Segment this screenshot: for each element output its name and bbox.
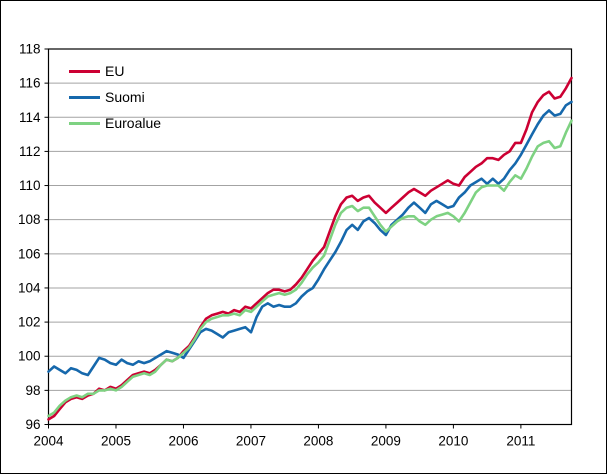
legend-label-euroalue: Euroalue xyxy=(105,115,162,131)
svg-text:2007: 2007 xyxy=(236,434,266,449)
legend-label-eu: EU xyxy=(105,63,125,79)
legend-label-suomi: Suomi xyxy=(105,89,145,105)
svg-text:116: 116 xyxy=(19,76,41,91)
svg-text:110: 110 xyxy=(19,178,41,193)
suomi-line-swatch-icon xyxy=(69,95,100,99)
legend: EU Suomi Euroalue xyxy=(69,58,161,136)
svg-text:118: 118 xyxy=(19,42,41,57)
suomi-line xyxy=(47,100,573,377)
svg-text:112: 112 xyxy=(19,144,41,159)
svg-text:2004: 2004 xyxy=(33,434,64,449)
svg-text:2008: 2008 xyxy=(303,434,333,449)
euroalue-line-swatch-icon xyxy=(69,121,100,125)
legend-item-euroalue: Euroalue xyxy=(69,110,161,136)
svg-text:100: 100 xyxy=(18,349,41,364)
eu-line-swatch-icon xyxy=(69,69,100,73)
svg-text:104: 104 xyxy=(18,280,41,295)
svg-text:2006: 2006 xyxy=(168,434,198,449)
legend-item-suomi: Suomi xyxy=(69,84,161,110)
svg-text:98: 98 xyxy=(25,383,40,398)
svg-text:114: 114 xyxy=(19,110,41,125)
svg-text:2010: 2010 xyxy=(438,434,468,449)
svg-text:102: 102 xyxy=(18,315,41,330)
svg-text:96: 96 xyxy=(25,417,40,432)
svg-text:106: 106 xyxy=(18,246,41,261)
svg-text:2011: 2011 xyxy=(506,434,535,449)
euroalue-line xyxy=(47,119,573,418)
eu-line xyxy=(47,76,573,421)
svg-text:2005: 2005 xyxy=(101,434,131,449)
svg-text:2009: 2009 xyxy=(371,434,401,449)
svg-text:108: 108 xyxy=(18,212,41,227)
legend-item-eu: EU xyxy=(69,58,161,84)
